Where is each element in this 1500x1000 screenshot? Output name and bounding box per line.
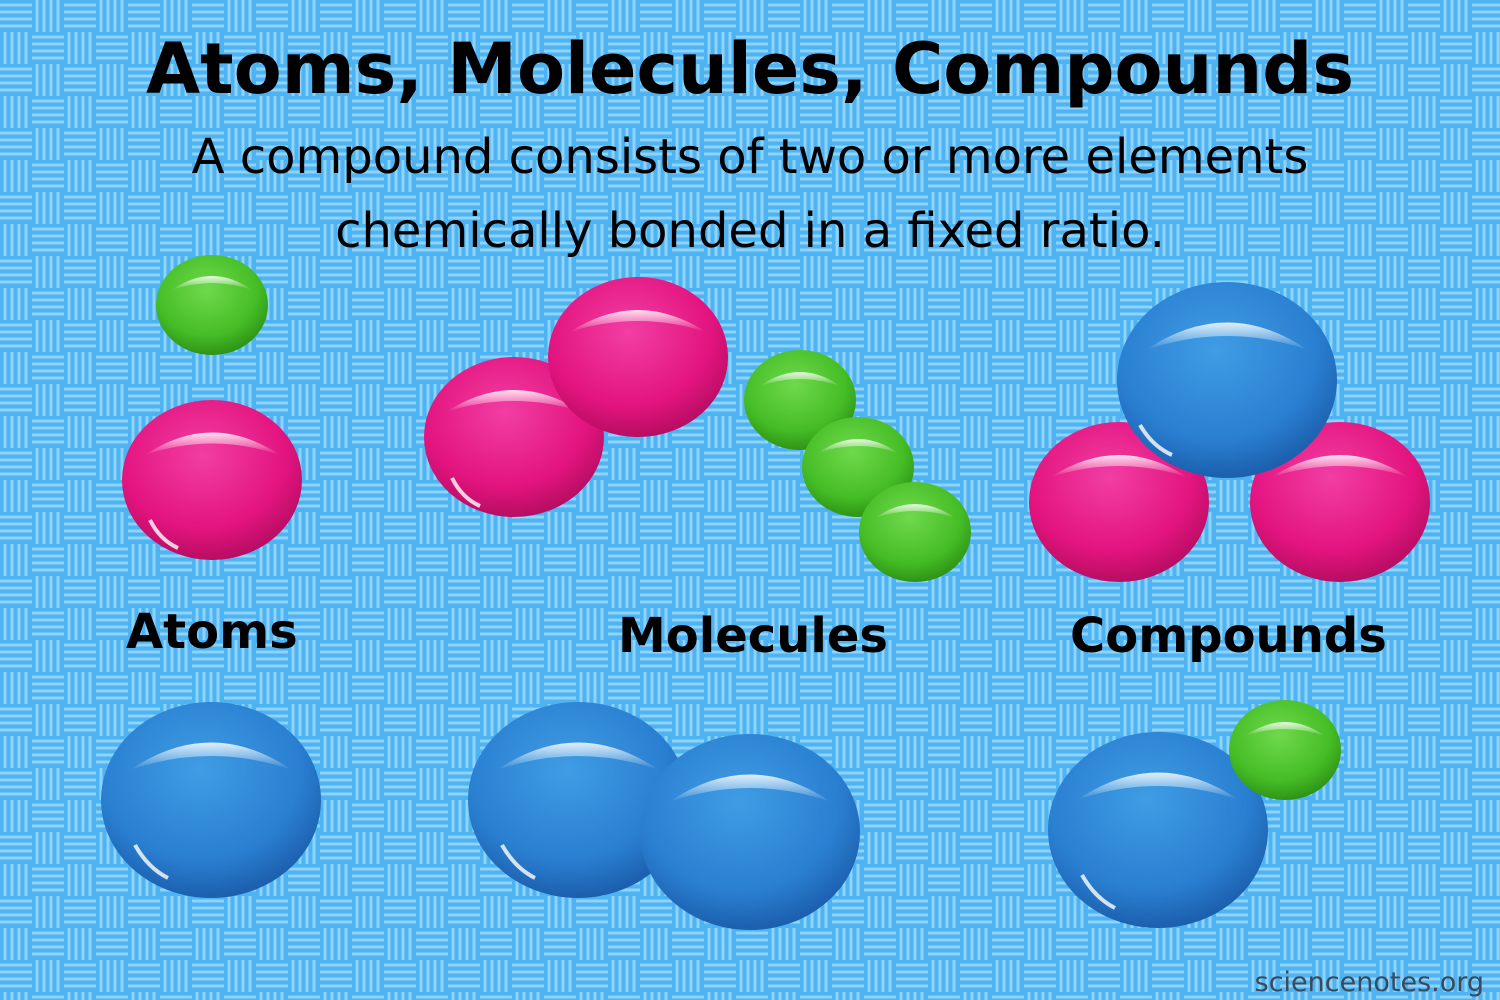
compound-pink-blue-trio — [1029, 282, 1430, 582]
label-compounds: Compounds — [1070, 608, 1387, 664]
compound-blue-green-pair — [1048, 700, 1341, 928]
molecule-green-chain — [744, 350, 971, 582]
label-atoms: Atoms — [126, 604, 298, 660]
subtitle-line-1: A compound consists of two or more eleme… — [191, 129, 1309, 185]
atom-pink-sphere — [122, 400, 302, 560]
molecule-pink-pair — [424, 277, 728, 517]
atom-blue-sphere — [101, 702, 321, 898]
molecule-blue-pair — [468, 702, 860, 930]
atom-green-sphere — [156, 255, 268, 355]
source-credit: sciencenotes.org — [1254, 967, 1484, 998]
page-title: Atoms, Molecules, Compounds — [146, 28, 1354, 110]
subtitle-line-2: chemically bonded in a fixed ratio. — [335, 203, 1165, 259]
subtitle: A compound consists of two or more eleme… — [150, 120, 1350, 268]
label-molecules: Molecules — [618, 608, 888, 664]
